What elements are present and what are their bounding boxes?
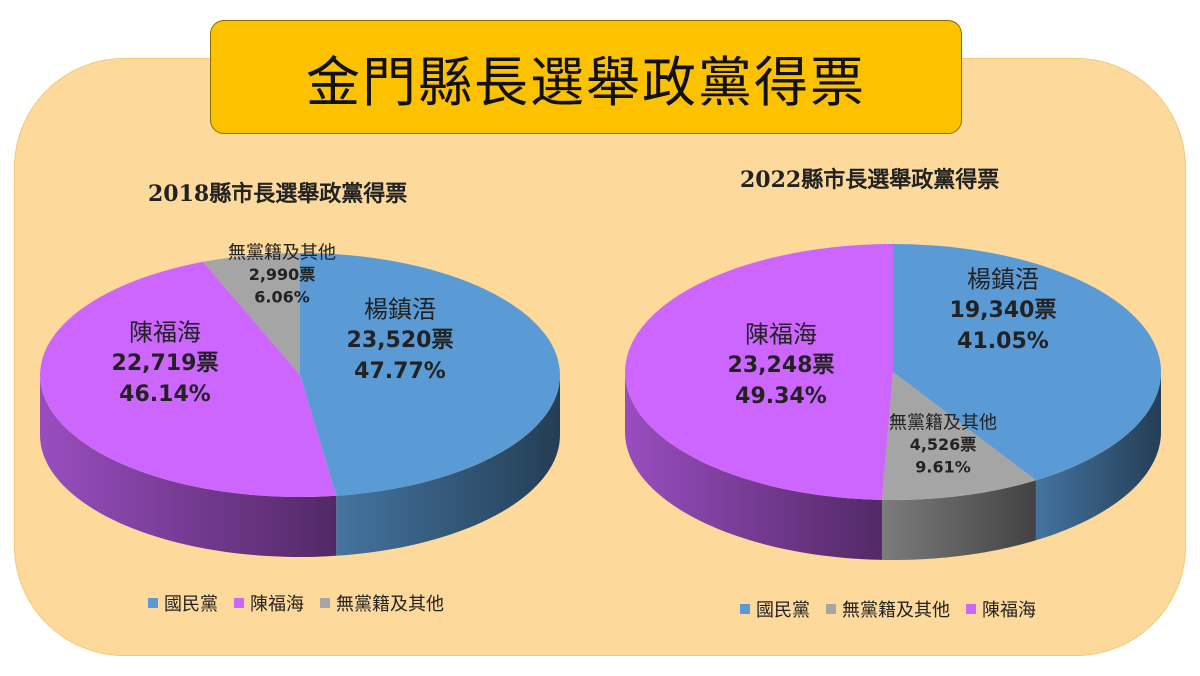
slice-label-percent: 9.61% <box>915 457 971 476</box>
legend-swatch <box>148 598 158 608</box>
legend-label: 無黨籍及其他 <box>842 600 950 621</box>
legend-label: 陳福海 <box>250 594 304 615</box>
slice-label-percent: 41.05% <box>957 329 1049 354</box>
pie-side-other <box>881 480 1036 560</box>
slice-label-percent: 49.34% <box>735 384 827 409</box>
slice-label-name: 楊鎮浯 <box>967 265 1039 293</box>
pie-side-kmt <box>336 375 560 556</box>
slice-label-name: 陳福海 <box>129 318 201 346</box>
pie-slice-other <box>881 372 1036 500</box>
legend-label: 國民黨 <box>756 600 810 621</box>
pie-chart-0: 楊鎮浯 23,520票 47.77% 陳福海 22,719票 46.14% 無黨籍及其他 2,… <box>40 242 560 557</box>
slice-label-name: 無黨籍及其他 <box>889 412 997 433</box>
slice-label-votes: 4,526票 <box>910 435 977 454</box>
slice-label-percent: 46.14% <box>119 382 211 407</box>
slice-label-votes: 2,990票 <box>249 265 316 284</box>
pie-slice-other <box>203 253 300 375</box>
legend-item-chen: 陳福海 <box>234 590 304 616</box>
slice-label-votes: 23,248票 <box>728 353 835 378</box>
legend-item-kmt: 國民黨 <box>740 596 810 622</box>
legend-label: 無黨籍及其他 <box>336 594 444 615</box>
chart-title-2018: 2018縣市長選舉政黨得票 <box>148 181 408 207</box>
page-title: 金門縣長選舉政黨得票 <box>210 20 962 134</box>
pie-slice-chen <box>625 244 893 500</box>
legend-swatch <box>826 604 836 614</box>
legend-swatch <box>966 604 976 614</box>
slice-label-percent: 47.77% <box>354 359 446 384</box>
legend-item-chen: 陳福海 <box>966 596 1036 622</box>
pie-slice-kmt <box>300 253 560 496</box>
slice-label-votes: 23,520票 <box>347 328 454 353</box>
slice-label-votes: 19,340票 <box>950 298 1057 323</box>
chart-title-2022: 2022縣市長選舉政黨得票 <box>740 167 1000 193</box>
legend-item-kmt: 國民黨 <box>148 590 218 616</box>
pie-side-chen <box>625 372 882 560</box>
legend-item-other: 無黨籍及其他 <box>320 590 444 616</box>
legend-swatch <box>234 598 244 608</box>
legend-2018: 國民黨 陳福海 無黨籍及其他 <box>148 590 444 616</box>
legend-label: 陳福海 <box>982 600 1036 621</box>
pie-side-chen <box>40 375 337 557</box>
slice-label-percent: 6.06% <box>254 287 310 306</box>
legend-swatch <box>740 604 750 614</box>
legend-2022: 國民黨 無黨籍及其他 陳福海 <box>740 596 1036 622</box>
slice-label-name: 楊鎮浯 <box>364 295 436 323</box>
pie-slice-kmt <box>893 244 1162 481</box>
slice-label-votes: 22,719票 <box>112 351 219 376</box>
pie-chart-1: 楊鎮浯 19,340票 41.05% 無黨籍及其他 4,526票 9.61% 陳福海 23,2… <box>625 244 1162 560</box>
legend-swatch <box>320 598 330 608</box>
legend-item-other: 無黨籍及其他 <box>826 596 950 622</box>
legend-label: 國民黨 <box>164 594 218 615</box>
slice-label-name: 陳福海 <box>745 320 817 348</box>
pie-side-kmt <box>1035 372 1161 541</box>
slice-label-name: 無黨籍及其他 <box>228 242 336 263</box>
pie-slice-chen <box>40 261 337 497</box>
